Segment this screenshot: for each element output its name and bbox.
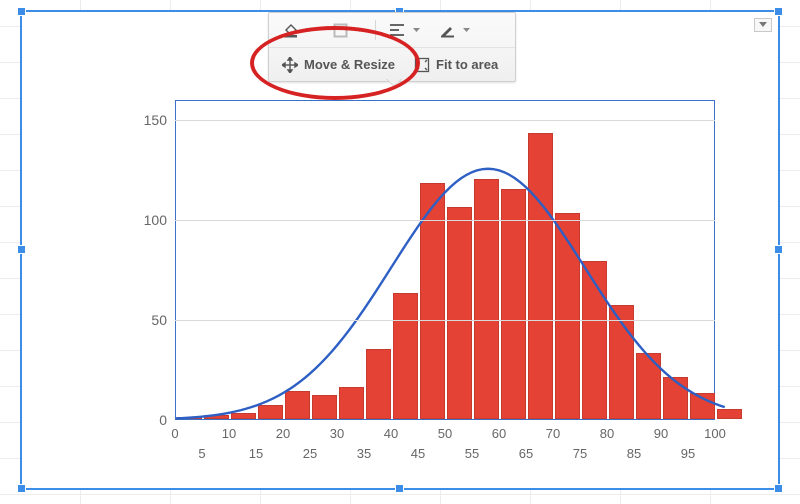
fit-box-icon [413,56,431,74]
x-tick-label: 95 [681,446,695,461]
paint-bucket-icon [281,21,299,39]
resize-handle-br[interactable] [774,484,783,493]
x-tick-label: 10 [222,426,236,441]
x-tick-label: 40 [384,426,398,441]
y-tick-label: 0 [127,412,167,428]
x-tick-label: 25 [303,446,317,461]
chevron-down-icon [306,28,313,33]
toolbar-divider [375,20,376,40]
align-lines-icon [388,21,406,39]
x-tick-label: 50 [438,426,452,441]
y-tick-label: 150 [127,112,167,128]
border-style-button[interactable] [325,17,369,43]
chevron-down-icon [463,28,470,33]
chart-plot-area [175,100,715,420]
x-tick-label: 75 [573,446,587,461]
chart-toolbar: Move & Resize Fit to area [268,12,516,82]
x-tick-label: 55 [465,446,479,461]
histogram-bar [717,409,741,419]
y-tick-label: 100 [127,212,167,228]
resize-handle-mr[interactable] [774,245,783,254]
move-resize-button[interactable]: Move & Resize [275,52,401,78]
border-square-icon [331,21,349,39]
move-resize-label: Move & Resize [304,57,395,72]
y-tick-label: 50 [127,312,167,328]
fit-to-area-label: Fit to area [436,57,498,72]
chevron-down-icon [413,28,420,33]
pencil-icon [438,21,456,39]
x-tick-label: 85 [627,446,641,461]
x-tick-label: 70 [546,426,560,441]
x-tick-label: 15 [249,446,263,461]
text-align-button[interactable] [382,17,426,43]
resize-handle-tr[interactable] [774,7,783,16]
fit-to-area-button[interactable]: Fit to area [407,52,504,78]
x-tick-label: 0 [171,426,178,441]
toolbar-pointer [386,78,402,86]
fill-color-button[interactable] [275,17,319,43]
x-tick-label: 80 [600,426,614,441]
draw-tool-button[interactable] [432,17,476,43]
x-tick-label: 35 [357,446,371,461]
x-tick-label: 65 [519,446,533,461]
x-tick-label: 100 [704,426,726,441]
resize-handle-tl[interactable] [17,7,26,16]
chevron-down-icon [356,28,363,33]
x-tick-label: 5 [198,446,205,461]
x-tick-label: 90 [654,426,668,441]
x-tick-label: 45 [411,446,425,461]
x-tick-label: 30 [330,426,344,441]
resize-handle-ml[interactable] [17,245,26,254]
toolbar-row-1 [269,13,515,47]
resize-handle-bl[interactable] [17,484,26,493]
toolbar-row-2: Move & Resize Fit to area [269,47,515,81]
resize-handle-mb[interactable] [395,484,404,493]
x-tick-label: 20 [276,426,290,441]
chevron-down-icon [759,22,767,28]
chart-menu-button[interactable] [754,18,772,32]
x-tick-label: 60 [492,426,506,441]
move-arrows-icon [281,56,299,74]
distribution-curve [176,101,714,420]
